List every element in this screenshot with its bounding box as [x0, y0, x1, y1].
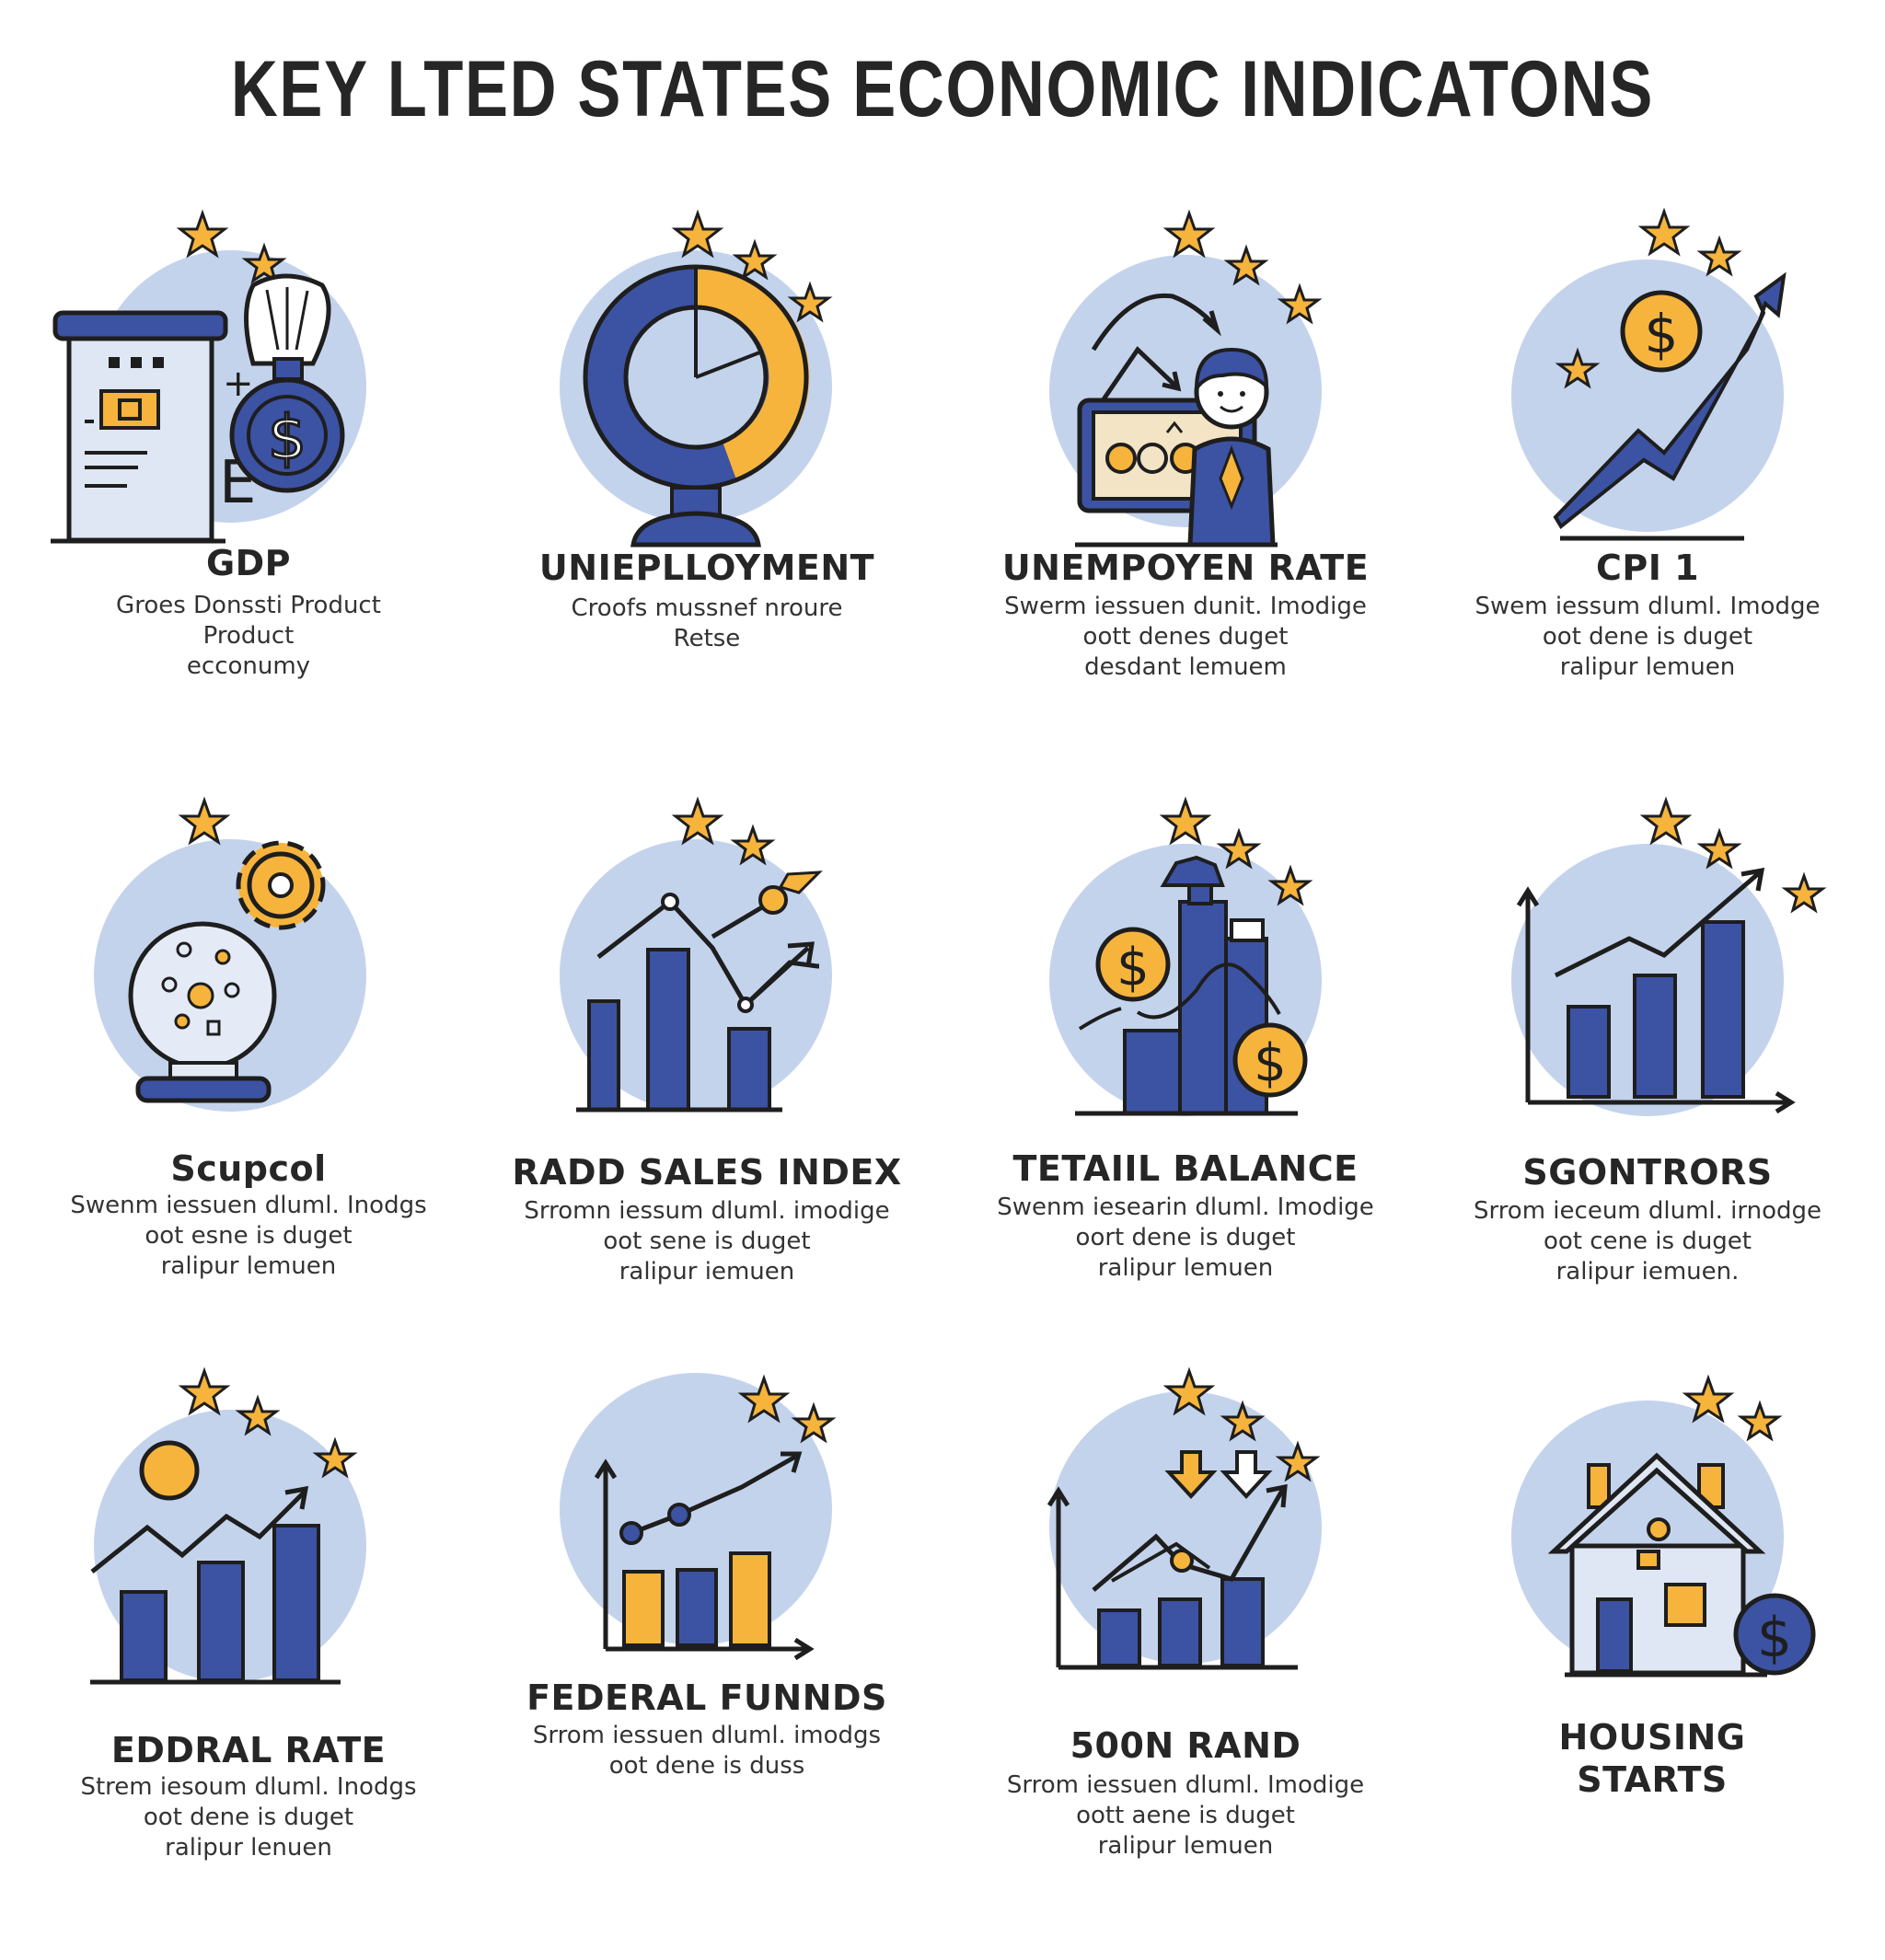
indicator-card-federal-funds: FEDERAL FUNNDS Srrom iessuen dluml. imod… — [477, 1371, 937, 1960]
star-icon — [730, 824, 776, 866]
star-icon — [1277, 282, 1323, 325]
star-icon — [178, 796, 231, 846]
indicator-description: Groes Donssti Product Product ecconumy — [116, 592, 381, 680]
star-icon — [671, 796, 724, 846]
star-icon — [176, 209, 229, 259]
star-icon — [1682, 1374, 1735, 1424]
globe-gear-icon — [94, 796, 366, 1112]
indicator-card-unemployment-rate: UNEMPOYEN RATE Swerm iessuen dunit. Imod… — [955, 209, 1416, 801]
page-title: KEY LTED STATES ECONOMIC INDICATONS — [230, 45, 1655, 133]
star-icon — [787, 281, 833, 323]
star-icon — [1267, 864, 1313, 906]
indicator-title: TETAIIL BALANCE — [1012, 1148, 1359, 1189]
indicator-description: Croofs mussnef nroure Retse — [571, 594, 843, 652]
star-icon — [1639, 796, 1693, 846]
gear-icon — [236, 840, 326, 930]
star-icon — [241, 242, 287, 284]
svg-text:$: $ — [1254, 1033, 1287, 1093]
house-dollar-icon: $ — [1511, 1374, 1816, 1678]
indicator-description: Srromn iessum dluml. imodige oot sene is… — [524, 1197, 890, 1286]
indicator-card-sales-index: RADD SALES INDEX Srromn iessum dluml. im… — [477, 796, 937, 1389]
indicator-card-sgontrors: SGONTRORS Srrom ieceum dluml. irnodge oo… — [1417, 796, 1878, 1389]
star-icon — [732, 238, 778, 281]
indicator-description: Srrom iessuen dluml. Imodige oott aene i… — [1006, 1771, 1365, 1860]
indicator-description: Swenm iessuen dluml. Inodgs oot esne is … — [70, 1192, 427, 1280]
indicator-card-trade-balance: $ $ TETAIIL BALANCE Swenm iesearin dluml… — [955, 796, 1416, 1389]
star-icon — [178, 1366, 231, 1416]
star-icon — [1781, 871, 1827, 914]
tower-coins-icon: $ $ — [1049, 796, 1322, 1116]
businessman-money-icon — [1049, 209, 1323, 548]
indicator-description: Srrom iessuen dluml. imodgs oot dene is … — [532, 1722, 882, 1780]
indicator-description: Swenm iesearin dluml. Imodige oort dene … — [997, 1193, 1374, 1282]
star-icon — [312, 1436, 358, 1479]
down-arrows-chart-icon — [1047, 1366, 1322, 1670]
indicator-title: EDDRAL RATE — [110, 1730, 387, 1770]
star-icon — [235, 1394, 281, 1436]
down-arrow-icon — [1164, 1450, 1218, 1499]
indicator-title: GDP — [205, 543, 292, 583]
indicator-description: Strem iesoum dluml. Inodgs oot dene is d… — [80, 1773, 417, 1862]
star-icon — [1162, 1366, 1216, 1416]
bar-line-chart-icon — [560, 796, 832, 1113]
star-icon — [671, 209, 724, 259]
indicator-description: Swerm iessuen dunit. Imodige oott denes … — [1004, 593, 1367, 681]
indicator-title: FEDERAL FUNNDS — [526, 1678, 887, 1718]
indicator-card-federal-rate: EDDRAL RATE Strem iesoum dluml. Inodgs o… — [18, 1366, 479, 1960]
star-icon — [791, 1401, 837, 1444]
axis-bar-chart-icon — [1511, 796, 1827, 1116]
indicator-card-unemployment: UNIEPLLOYMENT Croofs mussnef nroure Rets… — [477, 209, 937, 801]
star-icon — [1216, 827, 1262, 870]
star-icon — [1223, 244, 1269, 286]
star-icon — [1555, 347, 1601, 389]
indicator-card-gdp: + E $ GDP Groes Donssti Product Product … — [18, 209, 479, 801]
star-icon — [737, 1374, 791, 1424]
star-icon — [1696, 235, 1742, 277]
indicator-title: Scupcol — [170, 1148, 327, 1189]
svg-text:$: $ — [268, 402, 306, 473]
star-icon — [1159, 796, 1212, 846]
indicator-title: HOUSING STARTS — [1558, 1717, 1746, 1800]
star-icon — [1162, 209, 1216, 259]
indicator-title: UNEMPOYEN RATE — [1001, 548, 1370, 588]
rising-arrow-dollar-icon: $ — [1511, 207, 1787, 541]
indicator-card-500n-rand: 500N RAND Srrom iessuen dluml. Imodige o… — [955, 1366, 1416, 1960]
svg-text:$: $ — [1116, 938, 1150, 997]
indicator-card-scupcol: Scupcol Swenm iessuen dluml. Inodgs oot … — [18, 796, 479, 1389]
gold-bar-chart-icon — [560, 1373, 837, 1661]
indicator-title: RADD SALES INDEX — [512, 1152, 902, 1193]
indicator-title: CPI 1 — [1595, 548, 1700, 588]
star-icon — [1737, 1400, 1783, 1442]
indicator-description: Swem iessum dluml. Imodge oot dene is du… — [1474, 593, 1821, 681]
sun-bar-chart-icon — [90, 1366, 366, 1685]
svg-text:$: $ — [1645, 303, 1679, 365]
donut-gauge-icon — [560, 209, 833, 548]
indicator-description: Srrom ieceum dluml. irnodge oot cene is … — [1473, 1197, 1822, 1286]
indicator-card-housing-starts: $ HOUSING STARTS — [1417, 1371, 1878, 1960]
star-icon — [1220, 1400, 1266, 1442]
star-icon — [1696, 827, 1742, 870]
indicator-title: UNIEPLLOYMENT — [538, 548, 875, 588]
gdp-building-dollar-icon: + E $ — [51, 209, 366, 544]
star-icon — [1637, 207, 1691, 257]
down-arrow-icon — [1220, 1450, 1273, 1499]
svg-text:$: $ — [1757, 1606, 1792, 1670]
indicator-card-cpi: $ CPI 1 Swem iessum dluml. Imodge oot de… — [1417, 207, 1878, 801]
indicator-title: 500N RAND — [1070, 1725, 1301, 1766]
star-icon — [1275, 1440, 1321, 1482]
indicator-title: SGONTRORS — [1522, 1152, 1773, 1193]
